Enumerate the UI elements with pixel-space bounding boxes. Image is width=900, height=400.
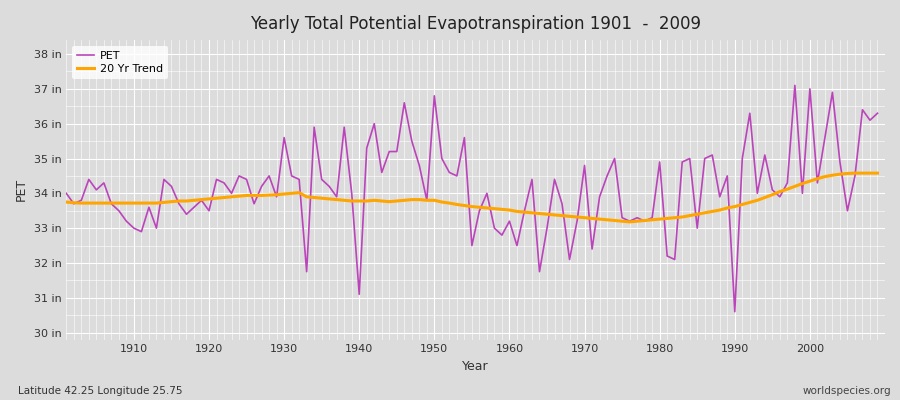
- PET: [729, 309, 740, 314]
- Text: worldspecies.org: worldspecies.org: [803, 386, 891, 396]
- PET: [872, 111, 883, 116]
- PET: [121, 219, 131, 224]
- 20 Yr Trend: [850, 171, 860, 176]
- 20 Yr Trend: [286, 191, 297, 196]
- PET: [331, 194, 342, 199]
- 20 Yr Trend: [61, 200, 72, 204]
- PET: [594, 194, 605, 199]
- PET: [789, 83, 800, 88]
- 20 Yr Trend: [497, 207, 508, 212]
- PET: [286, 174, 297, 178]
- Y-axis label: PET: PET: [15, 178, 28, 202]
- 20 Yr Trend: [121, 201, 131, 206]
- Line: 20 Yr Trend: 20 Yr Trend: [67, 173, 878, 222]
- PET: [504, 219, 515, 224]
- 20 Yr Trend: [872, 171, 883, 176]
- 20 Yr Trend: [504, 208, 515, 212]
- X-axis label: Year: Year: [463, 360, 489, 373]
- Text: Latitude 42.25 Longitude 25.75: Latitude 42.25 Longitude 25.75: [18, 386, 183, 396]
- Title: Yearly Total Potential Evapotranspiration 1901  -  2009: Yearly Total Potential Evapotranspiratio…: [250, 15, 701, 33]
- Line: PET: PET: [67, 85, 878, 312]
- 20 Yr Trend: [594, 217, 605, 222]
- 20 Yr Trend: [331, 197, 342, 202]
- Legend: PET, 20 Yr Trend: PET, 20 Yr Trend: [72, 46, 168, 79]
- PET: [497, 233, 508, 238]
- 20 Yr Trend: [625, 220, 635, 224]
- PET: [61, 191, 72, 196]
